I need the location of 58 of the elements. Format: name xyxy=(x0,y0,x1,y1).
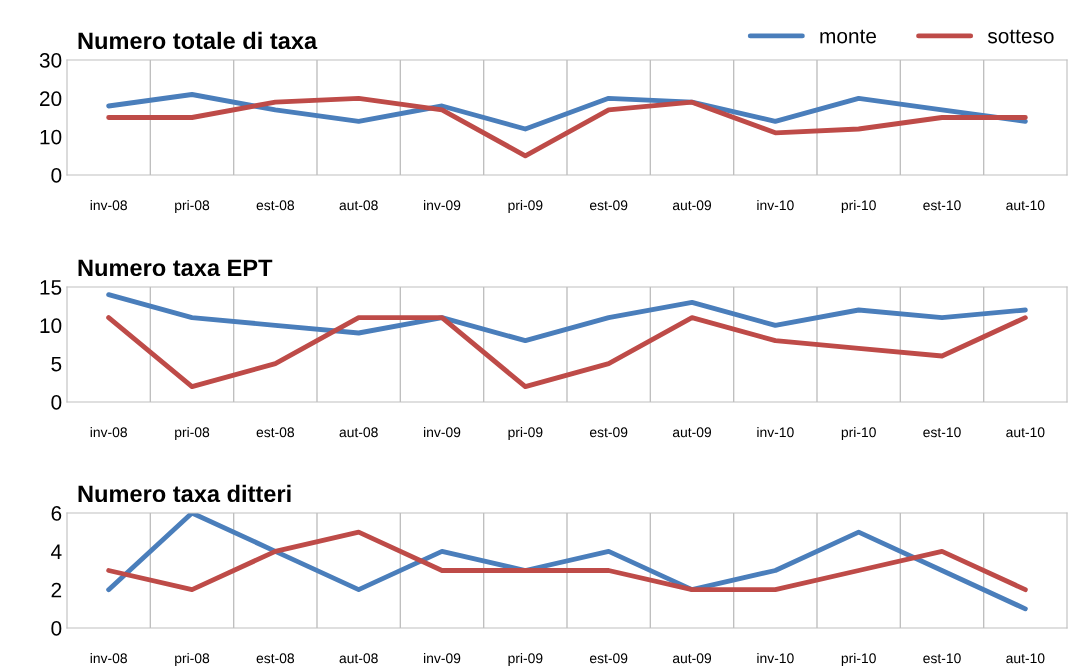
x-tick-label: pri-10 xyxy=(841,653,876,666)
x-tick-label: pri-09 xyxy=(508,653,543,666)
y-tick-label: 6 xyxy=(51,506,62,521)
x-tick-label: est-09 xyxy=(589,200,628,211)
line-series xyxy=(106,529,1028,593)
x-tick-label: pri-08 xyxy=(175,200,210,213)
legend-label: sotteso xyxy=(987,29,1054,44)
x-tick-label: pri-10 xyxy=(841,200,876,213)
x-tick-label: inv-10 xyxy=(757,653,794,664)
x-tick-label: inv-09 xyxy=(424,653,461,664)
x-tick-label: aut-09 xyxy=(672,427,712,438)
x-tick-label: inv-09 xyxy=(424,427,461,438)
y-tick-label: 5 xyxy=(51,356,62,372)
line-series xyxy=(106,315,1028,390)
x-tick-label: aut-08 xyxy=(339,200,378,211)
x-tick-label: est-08 xyxy=(256,427,295,438)
x-tick-label: inv-10 xyxy=(757,200,794,211)
chart-title: Numero taxa ditteri xyxy=(78,484,291,503)
y-tick-label: 0 xyxy=(51,621,62,636)
x-tick-label: est-08 xyxy=(256,653,295,664)
chart-title: Numero taxa EPT xyxy=(78,259,273,277)
x-tick-label: est-10 xyxy=(923,200,961,211)
x-tick-label: inv-10 xyxy=(757,427,794,438)
x-tick-label: aut-09 xyxy=(672,200,712,211)
y-tick-label: 20 xyxy=(40,91,62,107)
line-series xyxy=(106,513,1028,612)
x-tick-label: est-10 xyxy=(923,427,961,438)
y-tick-label: 10 xyxy=(40,318,62,334)
y-tick-label: 4 xyxy=(51,544,62,559)
x-tick-label: pri-08 xyxy=(175,653,210,666)
x-tick-label: est-09 xyxy=(589,427,628,438)
y-tick-label: 0 xyxy=(51,168,62,183)
x-tick-label: inv-09 xyxy=(424,200,461,211)
x-tick-label: pri-09 xyxy=(508,200,543,213)
x-tick-label: aut-10 xyxy=(1006,200,1045,211)
x-tick-label: aut-09 xyxy=(672,653,712,664)
line-series xyxy=(106,292,1028,344)
x-tick-label: inv-08 xyxy=(90,427,127,438)
y-tick-label: 2 xyxy=(51,582,62,598)
y-tick-label: 0 xyxy=(51,395,62,410)
x-tick-label: est-10 xyxy=(923,653,961,664)
x-tick-label: pri-09 xyxy=(508,427,543,440)
x-tick-label: pri-08 xyxy=(175,427,210,440)
y-tick-label: 30 xyxy=(39,53,62,68)
x-tick-label: inv-08 xyxy=(90,653,127,664)
x-tick-label: est-09 xyxy=(589,653,628,664)
legend-label: monte xyxy=(820,29,876,44)
chart-title: Numero totale di taxa xyxy=(78,31,318,50)
x-tick-label: est-08 xyxy=(256,200,295,211)
x-tick-label: inv-08 xyxy=(90,200,127,211)
x-tick-label: aut-08 xyxy=(339,427,378,438)
x-tick-label: pri-10 xyxy=(841,427,876,440)
line-series xyxy=(106,95,1028,159)
x-tick-label: aut-08 xyxy=(339,653,378,664)
x-tick-label: aut-10 xyxy=(1006,653,1045,664)
x-tick-label: aut-10 xyxy=(1006,427,1045,438)
y-tick-label: 15 xyxy=(40,280,62,295)
y-tick-label: 10 xyxy=(40,129,62,145)
